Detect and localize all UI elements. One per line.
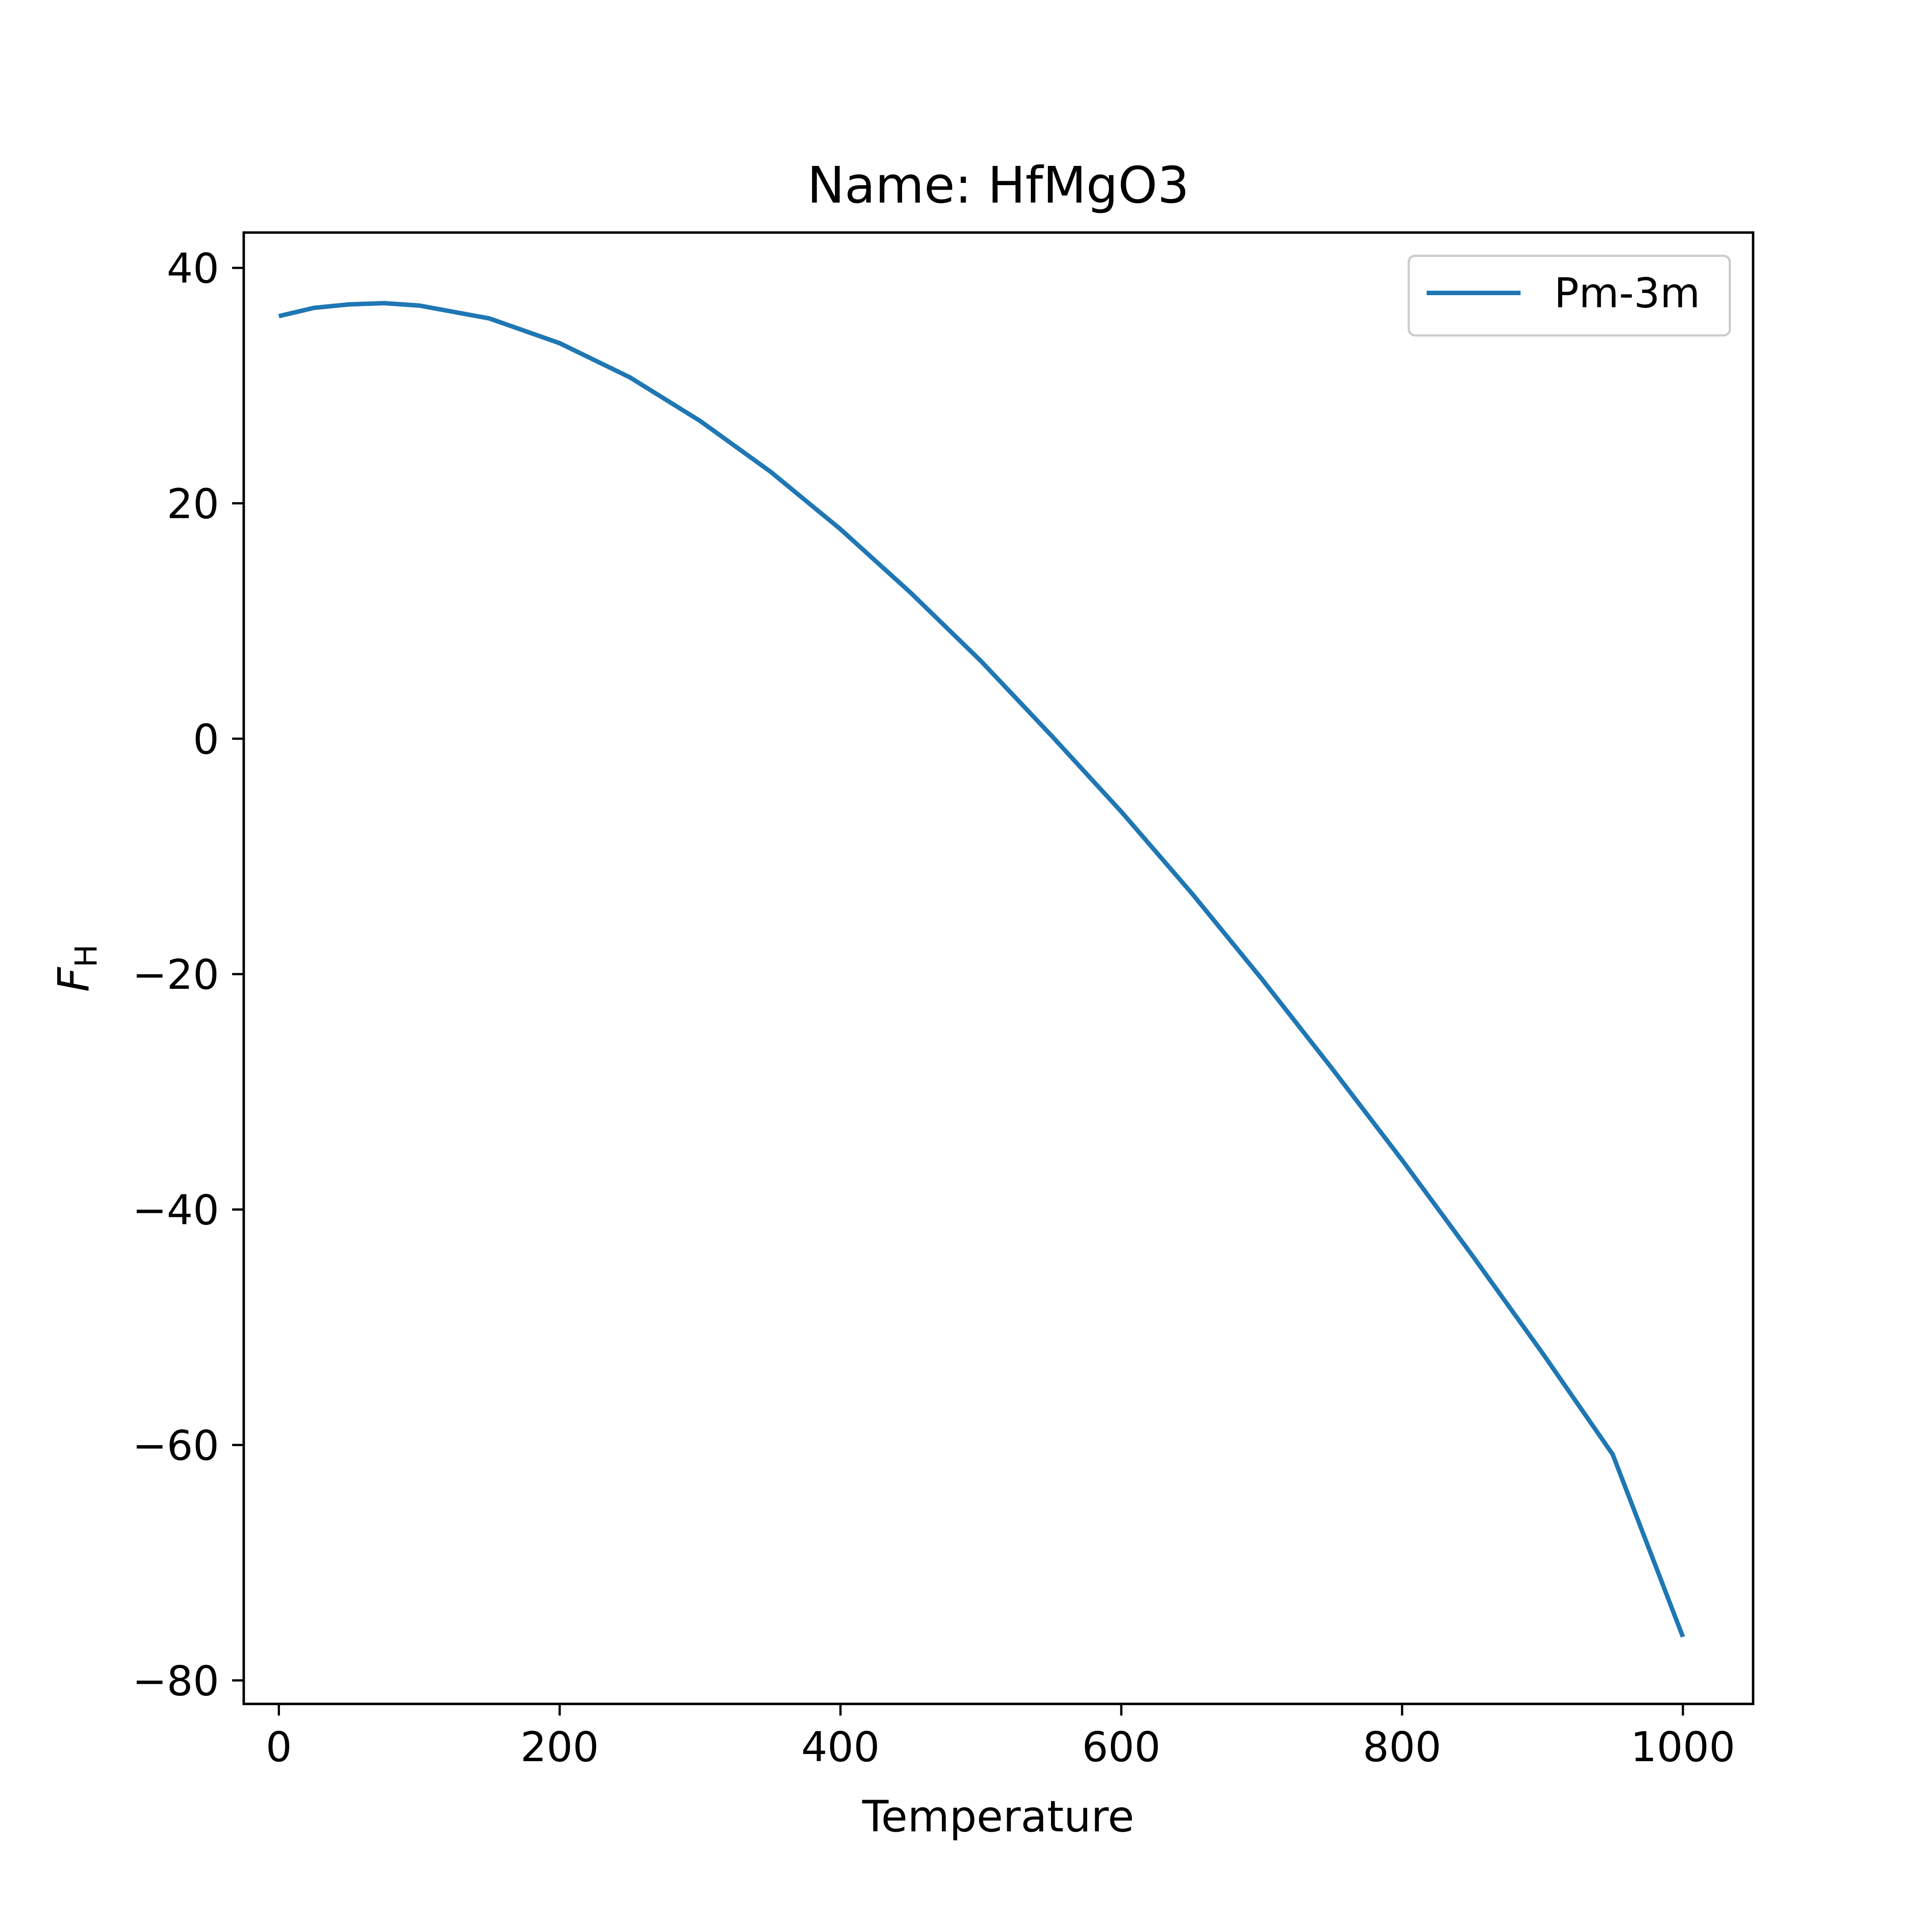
x-tick-label: 200 <box>521 1723 599 1771</box>
plot-frame <box>242 231 1754 1705</box>
y-tick-label: −40 <box>132 1186 219 1234</box>
x-tick-label: 1000 <box>1631 1723 1735 1771</box>
y-tick-label: 0 <box>193 716 219 763</box>
x-axis-label: Temperature <box>862 1792 1134 1842</box>
x-tick-label: 0 <box>266 1723 292 1771</box>
y-tick-label: 20 <box>167 480 219 528</box>
x-tick-label: 800 <box>1363 1723 1441 1771</box>
series-layer <box>278 301 1685 1638</box>
y-tick-label: −80 <box>132 1657 219 1705</box>
y-axis-ticks: −80 −60 −40 −20 0 20 40 <box>132 245 244 1705</box>
x-tick-label: 400 <box>801 1723 880 1771</box>
chart-title: Name: HfMgO3 <box>807 157 1190 215</box>
y-axis-label-group: FH <box>49 945 104 992</box>
svg-text:FH: FH <box>49 945 104 992</box>
x-axis-ticks: 0 200 400 600 800 1000 <box>266 1704 1735 1771</box>
y-tick-label: −20 <box>132 951 219 999</box>
y-tick-label: 40 <box>167 245 219 292</box>
y-tick-label: −60 <box>132 1422 219 1470</box>
legend: Pm-3m <box>1407 254 1731 337</box>
legend-box <box>1407 254 1731 337</box>
y-axis-label-subscript: H <box>69 945 104 967</box>
series-line-pm-3m <box>278 301 1685 1638</box>
x-tick-label: 600 <box>1082 1723 1161 1771</box>
y-axis-label: F <box>49 966 99 992</box>
legend-label-pm-3m: Pm-3m <box>1554 269 1700 317</box>
